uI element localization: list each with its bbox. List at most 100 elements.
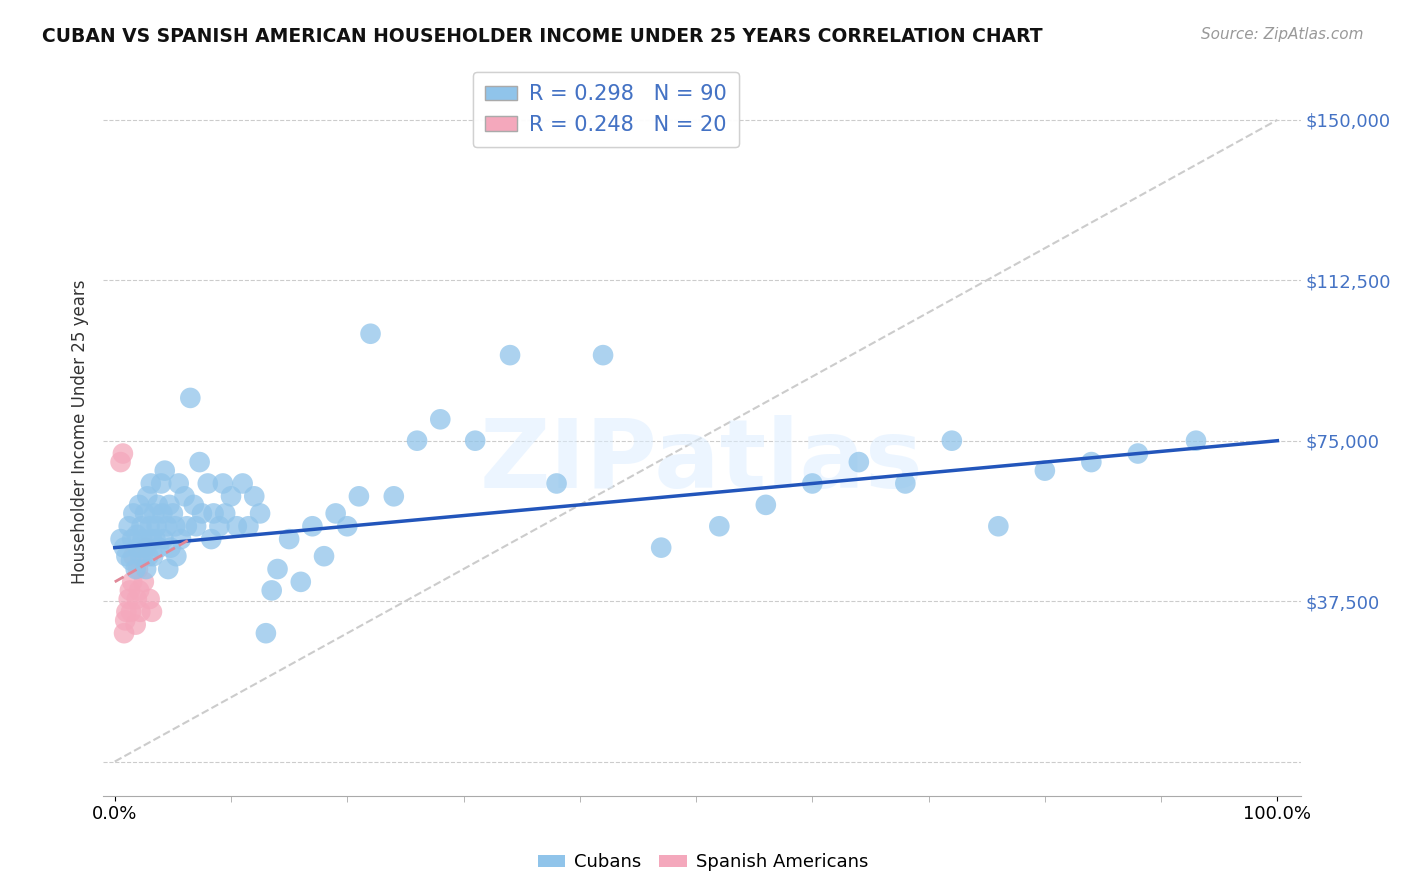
Point (148, 541, 170, 555)
Point (156, 519, 179, 533)
Point (167, 476, 190, 491)
Text: CUBAN VS SPANISH AMERICAN HOUSEHOLDER INCOME UNDER 25 YEARS CORRELATION CHART: CUBAN VS SPANISH AMERICAN HOUSEHOLDER IN… (42, 27, 1043, 45)
Point (260, 583, 283, 598)
Point (238, 519, 260, 533)
Point (157, 562, 180, 576)
Point (135, 562, 157, 576)
Point (143, 507, 166, 521)
Point (118, 519, 141, 533)
Point (941, 434, 963, 448)
Point (278, 532, 301, 546)
Point (170, 532, 193, 546)
Point (122, 507, 145, 521)
Legend: Cubans, Spanish Americans: Cubans, Spanish Americans (531, 847, 875, 879)
Point (131, 519, 153, 533)
Point (115, 549, 138, 564)
Point (141, 532, 163, 546)
Point (254, 626, 277, 640)
Point (127, 541, 149, 555)
Point (112, 626, 135, 640)
Point (801, 476, 824, 491)
Point (122, 549, 145, 564)
Point (125, 562, 148, 576)
Point (111, 446, 134, 460)
Point (132, 541, 155, 555)
Point (138, 519, 160, 533)
Point (243, 489, 266, 503)
Point (1033, 464, 1056, 478)
Point (755, 498, 778, 512)
Point (159, 541, 181, 555)
Point (987, 519, 1010, 533)
Point (499, 348, 522, 362)
Text: Source: ZipAtlas.com: Source: ZipAtlas.com (1201, 27, 1364, 42)
Point (131, 549, 153, 564)
Point (128, 583, 150, 598)
Point (312, 549, 335, 564)
Point (165, 519, 187, 533)
Point (152, 507, 174, 521)
Point (152, 532, 174, 546)
Point (131, 532, 153, 546)
Point (1126, 446, 1149, 460)
Point (232, 476, 254, 491)
Point (115, 605, 138, 619)
Point (165, 549, 187, 564)
Point (212, 476, 235, 491)
Point (429, 412, 451, 426)
Point (219, 489, 242, 503)
Legend: R = 0.298   N = 90, R = 0.248   N = 20: R = 0.298 N = 90, R = 0.248 N = 20 (472, 71, 740, 147)
Point (138, 591, 160, 606)
Point (141, 605, 163, 619)
Point (125, 591, 148, 606)
Point (202, 507, 225, 521)
Point (214, 507, 236, 521)
Point (200, 532, 222, 546)
Point (266, 562, 288, 576)
Point (186, 519, 208, 533)
Point (114, 613, 136, 627)
Point (179, 391, 201, 405)
Point (301, 519, 323, 533)
Point (848, 455, 870, 469)
Point (129, 549, 152, 564)
Point (121, 532, 143, 546)
Point (382, 489, 405, 503)
Point (290, 574, 312, 589)
Point (145, 532, 167, 546)
Point (336, 519, 359, 533)
Point (464, 434, 486, 448)
Point (347, 489, 370, 503)
Point (136, 489, 159, 503)
Point (127, 562, 149, 576)
Point (188, 455, 211, 469)
Point (183, 498, 205, 512)
Point (146, 498, 169, 512)
Point (650, 541, 672, 555)
Point (139, 476, 162, 491)
Point (138, 549, 160, 564)
Text: ZIPatlas: ZIPatlas (479, 415, 924, 508)
Point (110, 532, 132, 546)
Point (110, 455, 132, 469)
Point (132, 574, 155, 589)
Point (325, 507, 347, 521)
Point (1080, 455, 1102, 469)
Point (546, 476, 568, 491)
Point (112, 541, 135, 555)
Point (128, 498, 150, 512)
Point (125, 617, 148, 632)
Point (197, 476, 219, 491)
Point (173, 489, 195, 503)
Point (249, 507, 271, 521)
Point (225, 519, 247, 533)
Point (153, 464, 176, 478)
Point (135, 541, 157, 555)
Point (176, 519, 198, 533)
Point (709, 519, 731, 533)
Point (118, 591, 141, 606)
Point (121, 574, 143, 589)
Point (191, 507, 214, 521)
Point (145, 519, 167, 533)
Point (129, 605, 152, 619)
